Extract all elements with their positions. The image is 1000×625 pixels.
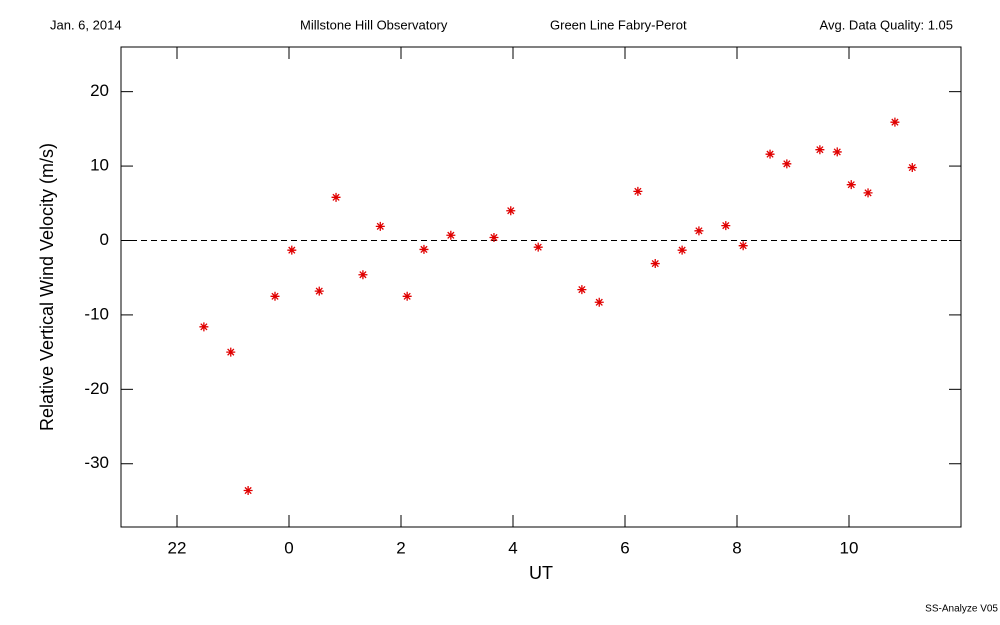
point — [782, 159, 792, 169]
x-tick-label: 8 — [732, 538, 741, 557]
point — [226, 347, 236, 357]
point — [907, 163, 917, 173]
point — [199, 322, 209, 332]
point — [677, 245, 687, 255]
point — [314, 286, 324, 296]
point — [533, 242, 543, 252]
y-tick-label: -30 — [84, 453, 109, 472]
point — [633, 186, 643, 196]
point — [832, 147, 842, 157]
observatory: Millstone Hill Observatory — [300, 17, 448, 32]
y-tick-label: -10 — [84, 304, 109, 323]
point — [270, 291, 280, 301]
x-tick-label: 4 — [508, 538, 517, 557]
point — [287, 245, 297, 255]
point — [506, 206, 516, 216]
instrument: Green Line Fabry-Perot — [550, 17, 687, 32]
point — [375, 221, 385, 231]
point — [890, 117, 900, 127]
x-tick-label: 0 — [284, 538, 293, 557]
point — [846, 180, 856, 190]
point — [243, 486, 253, 496]
x-axis-label: UT — [529, 563, 553, 583]
x-tick-label: 2 — [396, 538, 405, 557]
point — [331, 192, 341, 202]
plot-frame — [120, 46, 962, 528]
point — [402, 291, 412, 301]
date: Jan. 6, 2014 — [50, 17, 122, 32]
y-tick-label: 10 — [90, 156, 109, 175]
y-tick-label: 20 — [90, 81, 109, 100]
point — [863, 188, 873, 198]
point — [489, 233, 499, 243]
point — [446, 230, 456, 240]
x-tick-label: 22 — [168, 538, 187, 557]
point — [765, 149, 775, 159]
point — [650, 259, 660, 269]
y-tick-label: -20 — [84, 379, 109, 398]
point — [594, 297, 604, 307]
x-tick-label: 6 — [620, 538, 629, 557]
point — [694, 226, 704, 236]
point — [358, 270, 368, 280]
point — [419, 244, 429, 254]
data-quality: Avg. Data Quality: 1.05 — [820, 17, 953, 32]
point — [738, 241, 748, 251]
point — [721, 221, 731, 231]
y-axis-label: Relative Vertical Wind Velocity (m/s) — [37, 143, 57, 431]
footer: SS-Analyze V05 — [925, 604, 998, 615]
y-tick-label: 0 — [100, 230, 109, 249]
point — [577, 285, 587, 295]
x-tick-label: 10 — [840, 538, 859, 557]
point — [815, 145, 825, 155]
